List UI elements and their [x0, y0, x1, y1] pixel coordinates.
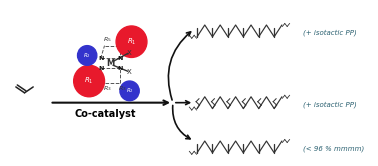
Text: $R_1$: $R_1$	[84, 76, 94, 86]
Text: N: N	[98, 56, 103, 61]
Text: M: M	[106, 59, 115, 68]
Text: X: X	[127, 69, 132, 75]
Text: $R_5$: $R_5$	[103, 35, 112, 44]
Circle shape	[116, 26, 147, 57]
Circle shape	[120, 81, 139, 101]
Circle shape	[74, 65, 105, 97]
Text: $R_2$: $R_2$	[125, 86, 133, 95]
Text: (+ isotactic PP): (+ isotactic PP)	[303, 30, 357, 36]
Text: Co-catalyst: Co-catalyst	[75, 109, 136, 120]
Text: $R_3$: $R_3$	[103, 84, 112, 93]
Text: N: N	[98, 66, 103, 71]
Text: X: X	[127, 49, 132, 55]
Text: N: N	[117, 66, 122, 71]
Text: $R_1$: $R_1$	[127, 37, 136, 47]
Text: $R_2$: $R_2$	[83, 51, 91, 60]
Text: N: N	[117, 56, 122, 61]
Circle shape	[77, 46, 97, 65]
Text: $R_3$: $R_3$	[118, 84, 126, 93]
Text: (< 96 % mmmm): (< 96 % mmmm)	[303, 146, 364, 152]
Text: (+ isotactic PP): (+ isotactic PP)	[303, 101, 357, 108]
